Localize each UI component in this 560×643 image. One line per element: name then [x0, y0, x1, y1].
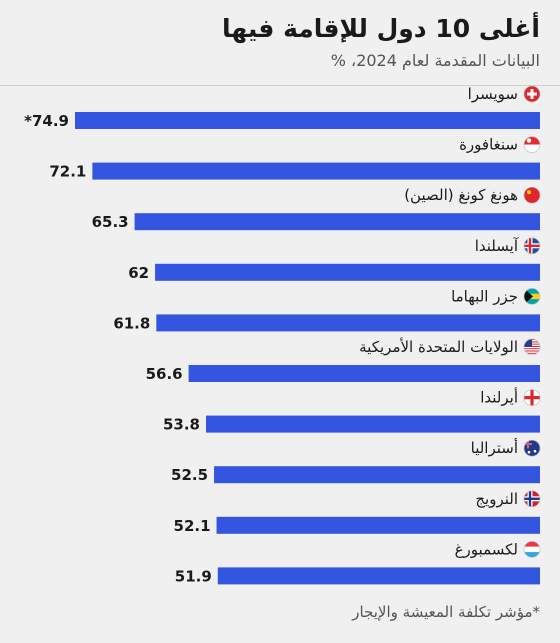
bar-row: جزر البهاما 61.8	[113, 287, 541, 332]
ireland-flag-icon	[523, 389, 541, 406]
bar-row: هونغ كونغ (الصين) 65.3	[92, 186, 541, 231]
chart-footnote: *مؤشر تكلفة المعيشة والإيجار	[352, 603, 540, 621]
bar	[216, 516, 540, 534]
bar	[155, 263, 540, 281]
china-flag-icon	[523, 186, 541, 204]
chart-title: أغلى 10 دول للإقامة فيها	[221, 14, 540, 43]
value-label: 62	[128, 264, 149, 282]
iceland-flag-icon	[523, 237, 541, 255]
bar	[188, 365, 540, 382]
country-label: هونغ كونغ (الصين)	[404, 186, 518, 204]
norway-flag-icon	[523, 490, 541, 508]
country-label: أيرلندا	[480, 388, 518, 407]
bar	[92, 162, 540, 180]
value-label: 51.9	[175, 567, 212, 585]
value-label: 65.3	[92, 213, 129, 231]
bar-row: آيسلندا 62	[128, 237, 541, 282]
bar	[75, 112, 540, 129]
country-label: الولايات المتحدة الأمريكية	[359, 337, 518, 356]
bar-row: سويسرا *74.9	[24, 85, 541, 130]
bar-row: أستراليا 52.5	[171, 438, 541, 484]
usa-flag-icon	[523, 338, 541, 356]
bar	[134, 213, 540, 231]
singapore-flag-icon	[523, 136, 541, 153]
value-label: 61.8	[113, 314, 150, 332]
country-label: سنغافورة	[459, 136, 518, 154]
australia-flag-icon	[523, 439, 541, 457]
country-label: النرويج	[475, 490, 518, 508]
bar-row: النرويج 52.1	[174, 490, 541, 535]
country-label: سويسرا	[468, 85, 518, 103]
value-label: *74.9	[24, 112, 69, 130]
title-divider	[0, 85, 560, 86]
bar	[214, 466, 540, 484]
value-label: 56.6	[146, 365, 183, 383]
country-label: آيسلندا	[475, 237, 519, 255]
bar	[205, 415, 540, 433]
bar-row: لكسمبورغ 51.9	[175, 540, 541, 585]
country-label: لكسمبورغ	[455, 540, 518, 558]
country-label: جزر البهاما	[451, 287, 518, 305]
bar-row: سنغافورة 72.1	[49, 136, 541, 181]
bar-row: الولايات المتحدة الأمريكية 56.6	[146, 337, 541, 383]
bar-row: أيرلندا 53.8	[163, 388, 541, 434]
value-label: 52.1	[174, 517, 211, 535]
value-label: 52.5	[171, 466, 208, 484]
bahamas-flag-icon	[523, 288, 541, 305]
bar	[156, 314, 541, 332]
bar	[217, 567, 540, 585]
switzerland-flag-icon	[523, 85, 541, 103]
luxembourg-flag-icon	[523, 541, 541, 558]
value-label: 53.8	[163, 416, 200, 434]
country-label: أستراليا	[471, 438, 518, 457]
value-label: 72.1	[49, 163, 86, 181]
chart-subtitle: البيانات المقدمة لعام 2024، %	[330, 51, 540, 70]
